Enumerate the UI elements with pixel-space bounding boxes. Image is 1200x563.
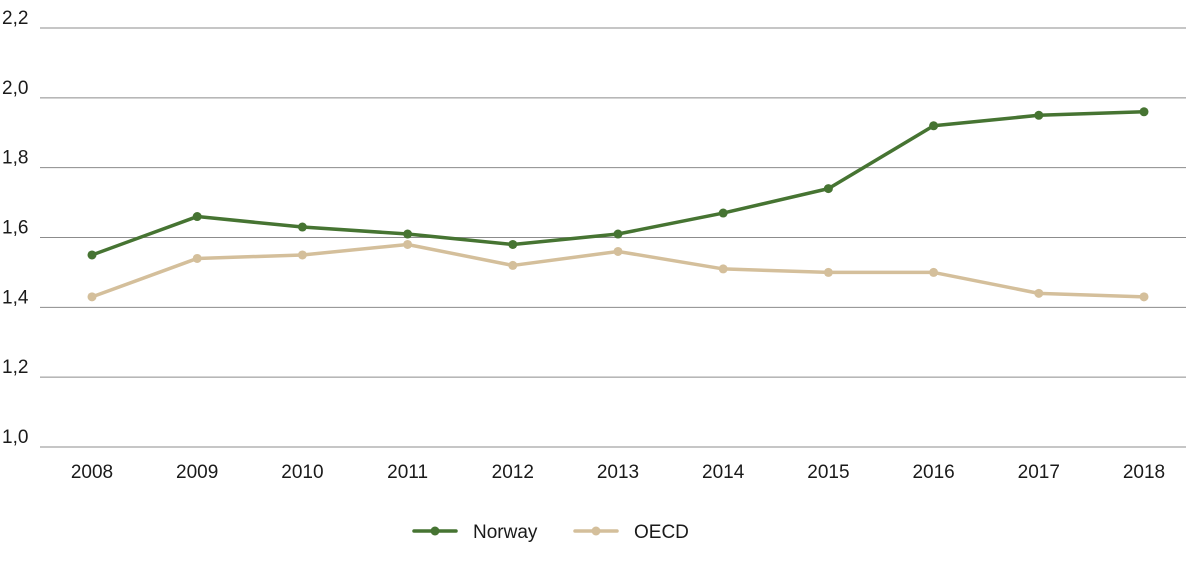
x-tick-label: 2008 (71, 462, 113, 483)
data-point-norway (718, 208, 728, 218)
y-tick-label: 1,8 (2, 148, 28, 169)
gridlines (40, 27, 1186, 448)
data-point-oecd (1139, 292, 1149, 302)
legend-item-oecd: OECD (573, 522, 689, 543)
x-axis-tick-labels: 2008 2009 2010 2011 2012 2013 2014 2015 2016 2017… (71, 462, 1165, 483)
x-tick-label: 2011 (387, 462, 428, 483)
series-oecd (87, 239, 1149, 302)
data-point-oecd (508, 260, 518, 270)
y-tick-label: 1,2 (2, 357, 28, 378)
y-tick-label: 2,0 (2, 78, 28, 99)
y-axis-tick-labels: 1,0 1,2 1,4 1,6 1,8 2,0 2,2 (2, 8, 29, 448)
data-point-oecd (929, 267, 939, 277)
data-point-oecd (297, 250, 307, 260)
data-point-norway (823, 184, 833, 194)
y-tick-label: 1,0 (2, 427, 28, 448)
data-point-oecd (87, 292, 97, 302)
y-tick-label: 2,2 (2, 8, 28, 29)
x-tick-label: 2014 (702, 462, 745, 483)
data-point-oecd (823, 267, 833, 277)
x-tick-label: 2009 (176, 462, 218, 483)
data-point-norway (929, 121, 939, 131)
x-tick-label: 2013 (597, 462, 639, 483)
x-tick-label: 2017 (1018, 462, 1060, 483)
legend-swatch-marker (430, 526, 440, 536)
x-tick-label: 2016 (912, 462, 954, 483)
data-point-oecd (192, 253, 202, 263)
data-point-norway (192, 212, 202, 222)
data-point-norway (87, 250, 97, 260)
legend-label: OECD (634, 522, 689, 543)
y-tick-label: 1,4 (2, 287, 29, 308)
data-point-norway (1139, 107, 1149, 117)
data-point-oecd (1034, 288, 1044, 298)
x-tick-label: 2012 (492, 462, 534, 483)
data-point-norway (297, 222, 307, 232)
data-point-norway (1034, 110, 1044, 120)
series-lines (87, 107, 1149, 302)
data-point-oecd (718, 264, 728, 274)
legend-item-norway: Norway (412, 522, 538, 543)
data-point-norway (508, 239, 518, 249)
x-tick-label: 2010 (281, 462, 323, 483)
x-tick-label: 2015 (807, 462, 849, 483)
x-tick-label: 2018 (1123, 462, 1165, 483)
data-point-norway (613, 229, 623, 239)
legend: Norway OECD (412, 522, 689, 543)
data-point-oecd (613, 246, 623, 256)
legend-swatch-marker (591, 526, 601, 536)
y-tick-label: 1,6 (2, 218, 28, 239)
data-point-norway (403, 229, 413, 239)
legend-label: Norway (473, 522, 538, 543)
series-norway (87, 107, 1149, 260)
data-point-oecd (403, 239, 413, 249)
